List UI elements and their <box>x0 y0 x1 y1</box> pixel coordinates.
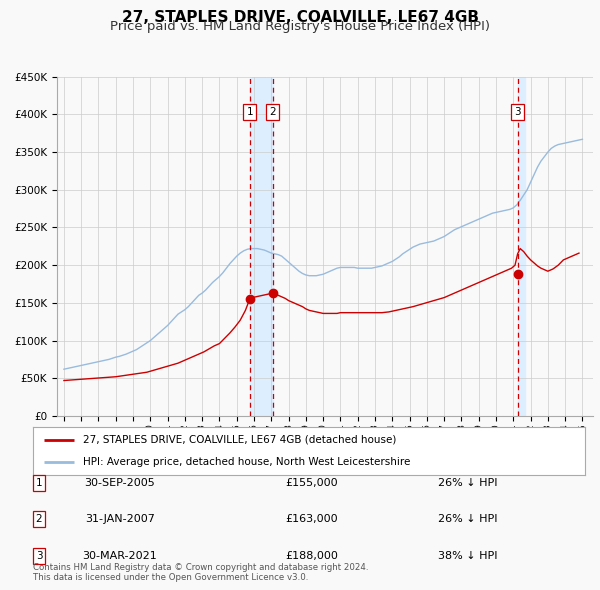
Text: 27, STAPLES DRIVE, COALVILLE, LE67 4GB (detached house): 27, STAPLES DRIVE, COALVILLE, LE67 4GB (… <box>83 435 396 445</box>
Text: £163,000: £163,000 <box>286 514 338 524</box>
Text: 31-JAN-2007: 31-JAN-2007 <box>85 514 155 524</box>
Text: HPI: Average price, detached house, North West Leicestershire: HPI: Average price, detached house, Nort… <box>83 457 410 467</box>
Text: 30-SEP-2005: 30-SEP-2005 <box>85 478 155 487</box>
Text: 26% ↓ HPI: 26% ↓ HPI <box>438 514 498 524</box>
Text: 1: 1 <box>247 107 253 117</box>
Bar <box>250 77 273 416</box>
Text: Price paid vs. HM Land Registry's House Price Index (HPI): Price paid vs. HM Land Registry's House … <box>110 20 490 33</box>
Text: 27, STAPLES DRIVE, COALVILLE, LE67 4GB: 27, STAPLES DRIVE, COALVILLE, LE67 4GB <box>121 10 479 25</box>
Text: 1: 1 <box>35 478 43 487</box>
Text: 2: 2 <box>35 514 43 524</box>
Text: 30-MAR-2021: 30-MAR-2021 <box>83 551 157 560</box>
Text: 38% ↓ HPI: 38% ↓ HPI <box>438 551 498 560</box>
Text: 3: 3 <box>35 551 43 560</box>
Text: 3: 3 <box>514 107 521 117</box>
Text: 2: 2 <box>269 107 276 117</box>
Text: £155,000: £155,000 <box>286 478 338 487</box>
Bar <box>518 77 525 416</box>
Text: £188,000: £188,000 <box>286 551 338 560</box>
Text: Contains HM Land Registry data © Crown copyright and database right 2024.
This d: Contains HM Land Registry data © Crown c… <box>33 563 368 582</box>
Text: 26% ↓ HPI: 26% ↓ HPI <box>438 478 498 487</box>
